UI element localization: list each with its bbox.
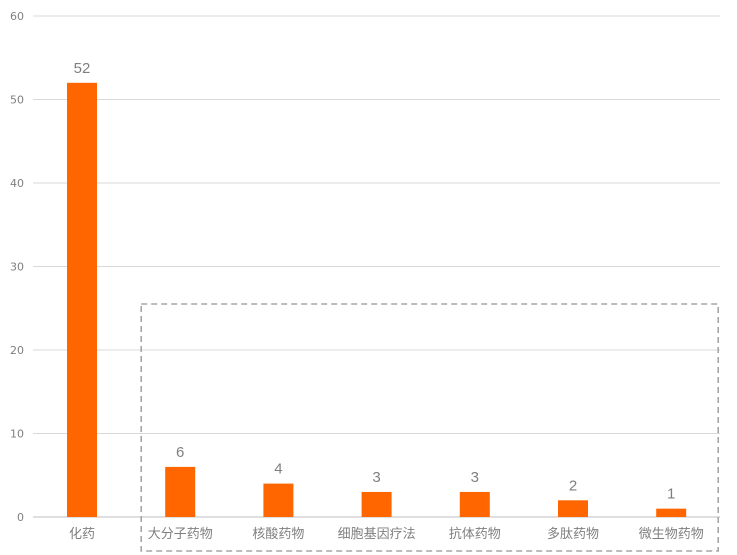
bar: [263, 483, 294, 517]
bar: [67, 82, 97, 518]
data-label: 3: [471, 469, 479, 486]
x-tick-label: 核酸药物: [252, 527, 304, 542]
data-label: 1: [667, 486, 675, 503]
data-labels: 52 6 4 3 3 2 1: [74, 60, 676, 503]
bar: [459, 491, 490, 517]
gridlines: [33, 15, 720, 518]
bar: [165, 466, 196, 517]
x-tick-label: 化药: [69, 527, 95, 542]
highlight-box: [140, 303, 719, 552]
y-axis-ticks: 0 10 20 30 40 50 60: [10, 10, 24, 524]
x-tick-label: 细胞基因疗法: [338, 527, 416, 542]
data-label: 52: [74, 60, 91, 77]
y-tick-label: 0: [17, 511, 24, 524]
bar: [656, 508, 687, 517]
bar: [558, 500, 588, 517]
x-tick-label: 微生物药物: [639, 527, 704, 542]
y-tick-label: 30: [10, 261, 24, 274]
x-tick-label: 大分子药物: [148, 527, 213, 542]
data-label: 2: [569, 477, 577, 494]
data-label: 6: [176, 444, 184, 461]
x-tick-label: 多肽药物: [547, 526, 599, 542]
x-tick-label: 抗体药物: [449, 527, 501, 542]
y-tick-label: 40: [10, 177, 24, 190]
bars: [67, 82, 687, 518]
data-label: 3: [372, 469, 380, 486]
y-tick-label: 20: [10, 344, 24, 357]
y-tick-label: 10: [10, 428, 24, 441]
bar: [361, 491, 392, 517]
y-tick-label: 50: [10, 94, 24, 107]
x-axis-categories: 化药 大分子药物 核酸药物 细胞基因疗法 抗体药物 多肽药物 微生物药物: [69, 526, 704, 542]
data-label: 4: [274, 461, 282, 478]
y-tick-label: 60: [10, 10, 24, 23]
